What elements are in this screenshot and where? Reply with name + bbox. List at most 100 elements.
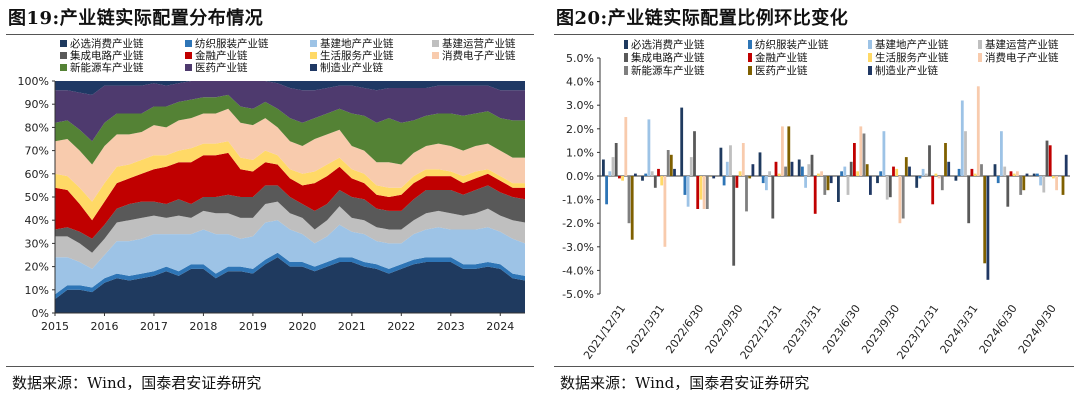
legend-label: 纺织服装产业链: [195, 37, 269, 50]
legend-swatch: [868, 40, 872, 49]
bar-集成电路产业链: [732, 176, 736, 266]
bar-必选消费产业链: [993, 164, 997, 176]
area-基建运营产业链: [55, 201, 525, 269]
bar-纺织服装产业链: [840, 171, 843, 176]
bar-新能源车产业链: [1058, 176, 1062, 177]
bar-集成电路产业链: [1006, 176, 1010, 207]
y-tick-label: 90%: [25, 98, 49, 111]
area-金融产业链: [55, 152, 525, 239]
x-tick-label: 2020: [288, 320, 316, 333]
y-tick-label: -4.0%: [562, 264, 594, 277]
bar-医药产业链: [904, 157, 908, 176]
bar-制造业产业链: [673, 168, 676, 176]
x-tick-label: 2022/9/30: [703, 302, 746, 356]
bar-生活服务产业链: [973, 173, 977, 176]
bar-基建运营产业链: [924, 173, 928, 176]
x-tick-label: 2015: [41, 320, 69, 333]
bar-金融产业链: [853, 143, 856, 176]
bar-必选消费产业链: [837, 176, 840, 202]
bar-消费电子产业链: [741, 143, 745, 176]
legend-label: 集成电路产业链: [631, 51, 705, 64]
legend-label: 制造业产业链: [875, 64, 938, 77]
legend-swatch: [310, 64, 317, 71]
y-tick-label: 70%: [25, 145, 49, 158]
legend-label: 新能源车产业链: [70, 61, 144, 74]
bar-消费电子产业链: [1055, 176, 1058, 191]
legend-label: 新能源车产业链: [631, 64, 705, 77]
legend-label: 生活服务产业链: [875, 51, 949, 64]
figure-19-bottom-rule: [6, 366, 534, 367]
y-tick-label: 0%: [32, 307, 49, 320]
figure-20-top-rule: [554, 34, 1074, 35]
bar-基建地产产业链: [1000, 131, 1003, 176]
bar-消费电子产业链: [820, 171, 823, 176]
bar-制造业产业链: [712, 176, 716, 179]
bar-新能源车产业链: [1019, 176, 1023, 195]
bar-纺织服装产业链: [644, 173, 648, 176]
legend-swatch: [624, 53, 628, 62]
bar-基建运营产业链: [807, 164, 811, 176]
bar-基建地产产业链: [1039, 176, 1042, 186]
bar-医药产业链: [748, 176, 752, 179]
legend-swatch: [432, 40, 439, 47]
bar-生活服务产业链: [738, 171, 742, 176]
stacked-area-chart: 0% 10% 20% 30% 40% 50% 60% 70% 80% 90% 100% 2015 201…: [18, 37, 525, 333]
legend-label: 基建地产产业链: [320, 37, 394, 50]
bar-消费电子产业链: [663, 176, 667, 247]
area-新能源车产业链: [55, 94, 525, 165]
legend-swatch: [185, 52, 192, 59]
y-tick-label: 5.0%: [566, 52, 594, 65]
legend-label: 生活服务产业链: [320, 49, 394, 62]
bar-金融产业链: [1048, 145, 1052, 176]
legend-label: 集成电路产业链: [70, 49, 144, 62]
bar-基建运营产业链: [768, 171, 771, 176]
bar-基建运营产业链: [885, 176, 889, 200]
bar-集成电路产业链: [810, 154, 814, 176]
bar-基建运营产业链: [964, 131, 967, 176]
bar-新能源车产业链: [627, 176, 631, 224]
x-tick-label: 2021/12/31: [581, 302, 628, 361]
legend-swatch: [60, 40, 67, 47]
bar-新能源车产业链: [705, 176, 709, 209]
bar-纺织服装产业链: [722, 176, 726, 186]
bar-消费电子产业链: [898, 176, 902, 224]
area-生活服务产业链: [55, 141, 525, 221]
bar-医药产业链: [787, 126, 791, 176]
grouped-bar-chart: 5.0% 4.0% 3.0% 2.0% 1.0% 0.0% -1.0% -2.0% -3.0% -…: [562, 38, 1070, 362]
bar-纺织服装产业链: [605, 176, 608, 205]
x-tick-label: 2023: [437, 320, 465, 333]
x-tick-label: 2024: [486, 320, 514, 333]
bar-纺织服装产业链: [761, 176, 765, 184]
y-tick-label: 0.0%: [566, 170, 594, 183]
y-tick-label: 80%: [25, 121, 49, 134]
bar-集成电路产业链: [653, 176, 657, 188]
bar-医药产业链: [630, 176, 634, 240]
bar-新能源车产业链: [901, 176, 905, 219]
bar-必选消费产业链: [797, 159, 801, 176]
y-tick-label: 1.0%: [566, 146, 594, 159]
legend-swatch: [868, 66, 872, 75]
figure-20-panel: 图20:产业链实际配置比例环比变化 5.0% 4.0% 3.0% 2.0% 1.0% 0.…: [548, 0, 1080, 403]
area-必选消费产业链: [55, 257, 525, 313]
x-tick-label: 2021: [338, 320, 366, 333]
bar-制造业产业链: [947, 161, 951, 176]
area-纺织服装产业链: [55, 252, 525, 300]
figure-20-source: 数据来源：Wind，国泰君安证券研究: [560, 374, 810, 392]
legend-swatch: [624, 66, 628, 75]
bar-基建地产产业链: [647, 119, 651, 176]
bar-金融产业链: [774, 161, 778, 176]
bar-基建地产产业链: [882, 131, 886, 176]
bar-生活服务产业链: [856, 171, 859, 176]
bar-基建运营产业链: [650, 171, 654, 176]
legend-swatch: [185, 40, 192, 47]
bar-新能源车产业链: [666, 150, 670, 176]
bar-基建运营产业链: [689, 157, 693, 176]
bar-新能源车产业链: [823, 176, 827, 195]
legend-label: 基建运营产业链: [985, 38, 1059, 51]
legend-label: 必选消费产业链: [70, 37, 144, 50]
y-tick-label: -2.0%: [562, 217, 594, 230]
x-tick-label: 2022/6/30: [663, 302, 706, 356]
bar-基建运营产业链: [1003, 166, 1007, 176]
bar-消费电子产业链: [781, 126, 784, 176]
bar-集成电路产业链: [928, 145, 931, 176]
